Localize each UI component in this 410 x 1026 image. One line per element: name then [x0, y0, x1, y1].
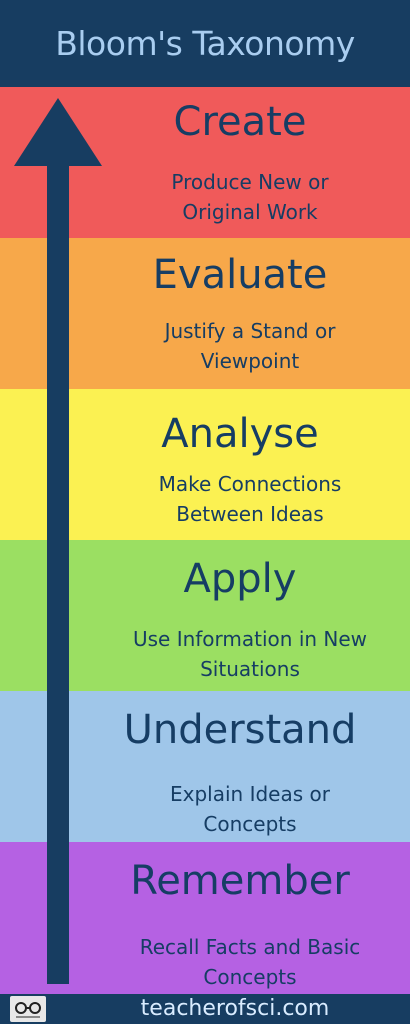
- level-name: Understand: [123, 707, 357, 753]
- level-description-line: Concepts: [203, 812, 297, 836]
- level-description-line: Recall Facts and Basic: [139, 935, 361, 959]
- level-create: Create Produce New or Original Work: [0, 87, 410, 238]
- level-name: Create: [173, 99, 307, 145]
- level-evaluate: Evaluate Justify a Stand or Viewpoint: [0, 238, 410, 389]
- page-title: Bloom's Taxonomy: [55, 24, 355, 63]
- level-name: Apply: [183, 556, 297, 602]
- footer: teacherofsci.com: [0, 994, 410, 1024]
- level-description-line: Produce New or: [171, 170, 329, 194]
- level-name: Analyse: [161, 411, 319, 457]
- glasses-logo-icon: [10, 996, 46, 1022]
- level-description: Justify a Stand or Viewpoint: [90, 316, 410, 376]
- level-apply: Apply Use Information in New Situations: [0, 540, 410, 691]
- level-description-line: Between Ideas: [176, 502, 324, 526]
- level-name: Evaluate: [152, 252, 328, 298]
- level-description-line: Original Work: [182, 200, 318, 224]
- level-description: Recall Facts and Basic Concepts: [90, 932, 410, 992]
- level-understand: Understand Explain Ideas or Concepts: [0, 691, 410, 842]
- level-description-line: Viewpoint: [200, 349, 300, 373]
- level-remember: Remember Recall Facts and Basic Concepts: [0, 842, 410, 994]
- level-analyse: Analyse Make Connections Between Ideas: [0, 389, 410, 540]
- title-bar: Bloom's Taxonomy: [0, 0, 410, 87]
- site-url[interactable]: teacherofsci.com: [140, 996, 330, 1021]
- level-description-line: Make Connections: [158, 472, 342, 496]
- level-description-line: Use Information in New: [132, 627, 368, 651]
- level-description: Explain Ideas or Concepts: [90, 779, 410, 839]
- level-description-line: Situations: [200, 657, 300, 681]
- level-description: Make Connections Between Ideas: [90, 469, 410, 529]
- level-description: Use Information in New Situations: [90, 624, 410, 684]
- level-description-line: Explain Ideas or: [170, 782, 330, 806]
- level-description-line: Justify a Stand or: [164, 319, 336, 343]
- level-description: Produce New or Original Work: [90, 167, 410, 227]
- level-description-line: Concepts: [203, 965, 297, 989]
- level-name: Remember: [130, 858, 350, 904]
